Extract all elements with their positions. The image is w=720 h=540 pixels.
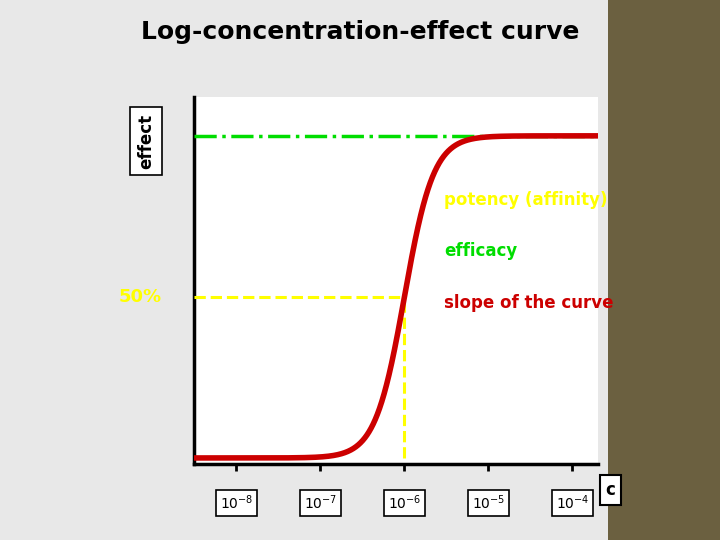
- Text: $10^{-8}$: $10^{-8}$: [220, 494, 253, 512]
- Text: Log-concentration-effect curve: Log-concentration-effect curve: [141, 21, 579, 44]
- Text: $10^{-6}$: $10^{-6}$: [387, 494, 421, 512]
- Text: $10^{-7}$: $10^{-7}$: [304, 494, 337, 512]
- FancyBboxPatch shape: [608, 0, 720, 540]
- Text: potency (affinity): potency (affinity): [444, 191, 608, 209]
- Text: c: c: [606, 481, 616, 499]
- Text: $10^{-4}$: $10^{-4}$: [556, 494, 589, 512]
- Text: 50%: 50%: [119, 288, 162, 306]
- Text: effect: effect: [137, 114, 155, 169]
- Text: $10^{-5}$: $10^{-5}$: [472, 494, 505, 512]
- Text: efficacy: efficacy: [444, 242, 518, 260]
- Text: slope of the curve: slope of the curve: [444, 294, 614, 312]
